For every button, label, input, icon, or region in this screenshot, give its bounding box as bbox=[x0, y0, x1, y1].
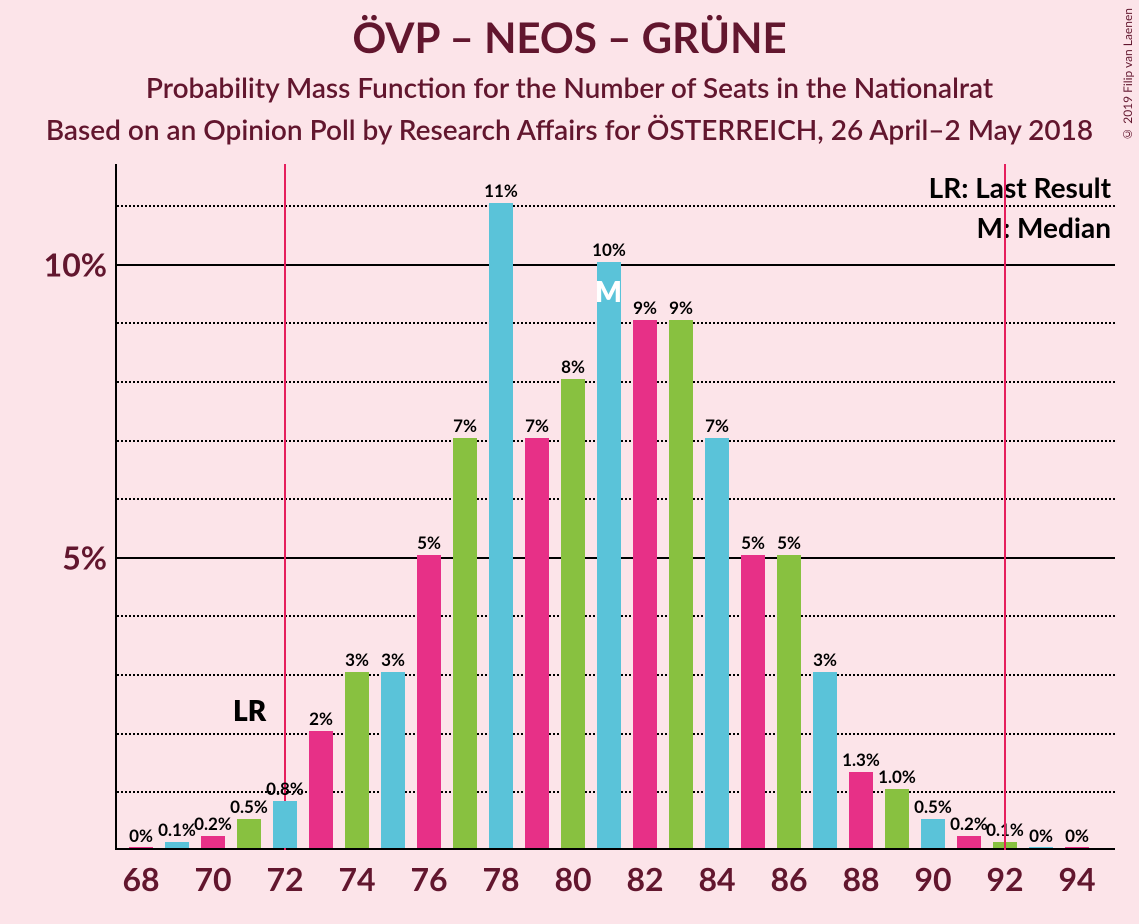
bar bbox=[129, 847, 153, 848]
copyright-text: © 2019 Filip van Laenen bbox=[1120, 8, 1135, 142]
bar bbox=[957, 836, 981, 848]
bar-value-label: 0% bbox=[129, 825, 153, 846]
x-axis-label: 76 bbox=[410, 859, 447, 898]
x-axis-label: 80 bbox=[554, 859, 591, 898]
chart-title: ÖVP – NEOS – GRÜNE bbox=[0, 12, 1139, 62]
bar bbox=[1029, 847, 1053, 848]
bar bbox=[489, 203, 513, 848]
bar bbox=[237, 819, 261, 848]
bar-value-label: 7% bbox=[705, 415, 729, 436]
bar-value-label: 9% bbox=[633, 297, 657, 318]
bar bbox=[813, 672, 837, 848]
bar bbox=[1065, 847, 1089, 848]
bar bbox=[201, 836, 225, 848]
bar-value-label: 2% bbox=[309, 708, 333, 729]
bar bbox=[669, 320, 693, 848]
x-axis-label: 92 bbox=[986, 859, 1023, 898]
plot-area: LR: Last Result M: Median 5%10%687072747… bbox=[115, 164, 1115, 850]
x-axis-label: 84 bbox=[698, 859, 735, 898]
bar-value-label: 0% bbox=[1029, 825, 1053, 846]
bar bbox=[381, 672, 405, 848]
bar bbox=[633, 320, 657, 848]
majority-line bbox=[1004, 164, 1006, 850]
x-axis-label: 86 bbox=[770, 859, 807, 898]
chart-subtitle-2: Based on an Opinion Poll by Research Aff… bbox=[0, 112, 1139, 146]
bar-value-label: 3% bbox=[345, 649, 369, 670]
bar bbox=[705, 438, 729, 848]
bar-value-label: 10% bbox=[592, 239, 626, 260]
bar bbox=[345, 672, 369, 848]
x-axis-label: 70 bbox=[194, 859, 231, 898]
chart-root: ÖVP – NEOS – GRÜNE Probability Mass Func… bbox=[0, 0, 1139, 924]
bar-value-label: 0.5% bbox=[914, 796, 952, 817]
bar-value-label: 3% bbox=[813, 649, 837, 670]
bar-value-label: 0.2% bbox=[194, 813, 232, 834]
y-axis-label: 10% bbox=[44, 244, 107, 283]
legend-lr: LR: Last Result bbox=[929, 170, 1111, 204]
x-axis-label: 90 bbox=[914, 859, 951, 898]
legend-m: M: Median bbox=[977, 210, 1111, 244]
x-axis-label: 68 bbox=[122, 859, 159, 898]
lr-marker: LR bbox=[233, 693, 266, 727]
y-axis-label: 5% bbox=[62, 537, 107, 576]
y-axis-line bbox=[115, 164, 117, 850]
bar-value-label: 9% bbox=[669, 297, 693, 318]
bar-value-label: 0.8% bbox=[266, 778, 304, 799]
bar bbox=[561, 379, 585, 848]
bar-value-label: 11% bbox=[484, 180, 518, 201]
bar bbox=[921, 819, 945, 848]
bar-value-label: 3% bbox=[381, 649, 405, 670]
median-marker: M bbox=[595, 274, 622, 308]
bar bbox=[597, 262, 621, 848]
bar-value-label: 8% bbox=[561, 356, 585, 377]
bar-value-label: 1.0% bbox=[878, 766, 916, 787]
x-axis-label: 82 bbox=[626, 859, 663, 898]
x-axis-label: 78 bbox=[482, 859, 519, 898]
last-result-line bbox=[284, 164, 286, 850]
bar-value-label: 0.5% bbox=[230, 796, 268, 817]
bar bbox=[273, 801, 297, 848]
gridline-dotted bbox=[117, 205, 1115, 207]
bar bbox=[453, 438, 477, 848]
bar-value-label: 5% bbox=[777, 532, 801, 553]
bar bbox=[849, 772, 873, 848]
bar-value-label: 0% bbox=[1065, 825, 1089, 846]
bar-value-label: 1.3% bbox=[842, 749, 880, 770]
bar-value-label: 0.2% bbox=[950, 813, 988, 834]
x-axis-label: 72 bbox=[266, 859, 303, 898]
bar bbox=[525, 438, 549, 848]
bar-value-label: 7% bbox=[525, 415, 549, 436]
bar-value-label: 5% bbox=[741, 532, 765, 553]
x-axis-label: 74 bbox=[338, 859, 375, 898]
x-axis-label: 94 bbox=[1058, 859, 1095, 898]
bar bbox=[741, 555, 765, 848]
chart-subtitle-1: Probability Mass Function for the Number… bbox=[0, 70, 1139, 104]
bar bbox=[777, 555, 801, 848]
x-axis-label: 88 bbox=[842, 859, 879, 898]
bar bbox=[309, 731, 333, 848]
x-axis-line bbox=[115, 848, 1115, 850]
bar-value-label: 5% bbox=[417, 532, 441, 553]
bar-value-label: 7% bbox=[453, 415, 477, 436]
bar-value-label: 0.1% bbox=[158, 819, 196, 840]
bar bbox=[165, 842, 189, 848]
bar bbox=[885, 789, 909, 848]
bar bbox=[417, 555, 441, 848]
